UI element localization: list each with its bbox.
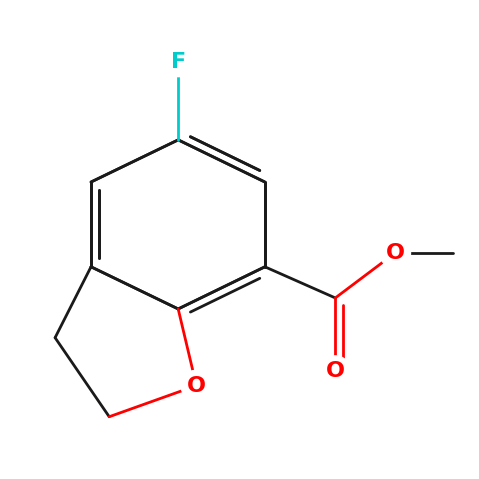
Circle shape [380,238,411,268]
Circle shape [320,356,351,387]
Text: O: O [326,361,345,381]
Text: F: F [171,52,186,72]
Circle shape [181,370,212,401]
Text: O: O [187,376,206,396]
Circle shape [164,48,193,77]
Text: O: O [386,243,405,263]
